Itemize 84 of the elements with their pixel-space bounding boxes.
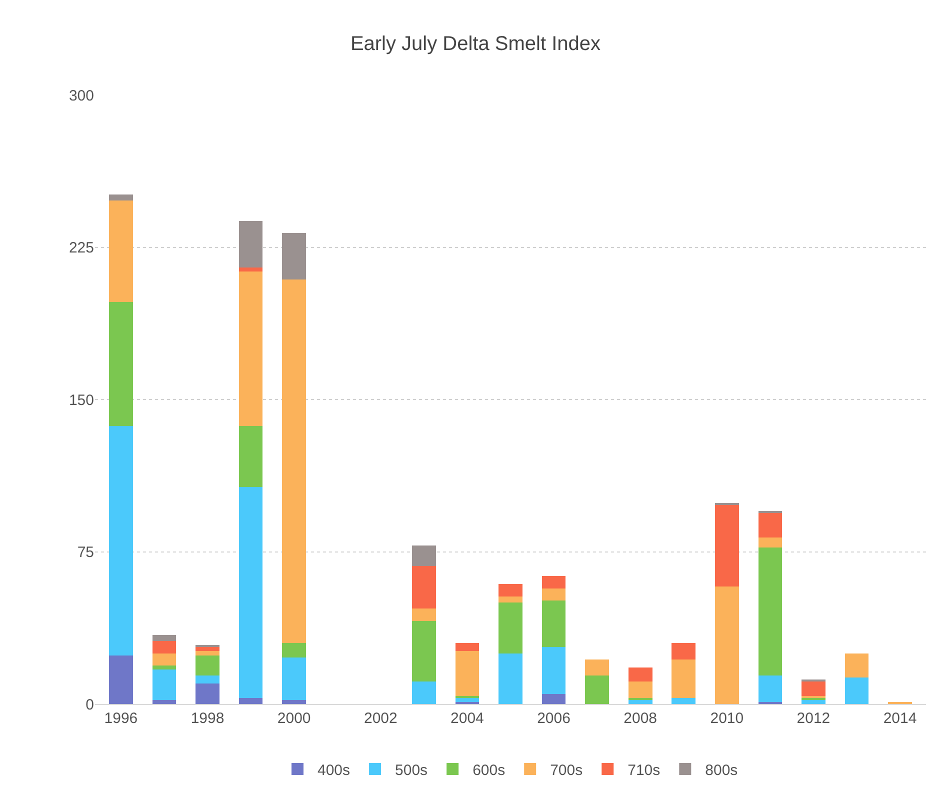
bar xyxy=(542,600,566,648)
bar xyxy=(282,657,306,700)
legend-label: 600s xyxy=(472,762,506,779)
bar xyxy=(585,659,609,676)
bar xyxy=(196,676,220,684)
x-tick-label: 2012 xyxy=(796,710,830,727)
legend-label: 800s xyxy=(705,762,738,779)
bar xyxy=(282,643,306,658)
bar xyxy=(455,651,480,696)
bar xyxy=(498,653,522,704)
bar xyxy=(152,653,176,666)
bar xyxy=(109,302,133,426)
bar xyxy=(802,682,826,696)
bar xyxy=(455,643,480,652)
bar xyxy=(672,643,696,660)
bar xyxy=(628,682,652,698)
bar xyxy=(542,647,566,694)
bar xyxy=(152,665,176,670)
bar xyxy=(238,698,263,704)
legend-label: 710s xyxy=(628,762,660,779)
bar xyxy=(715,586,739,704)
bar xyxy=(542,588,566,600)
bar xyxy=(152,700,176,704)
bar xyxy=(238,272,263,426)
legend-label: 500s xyxy=(395,762,428,779)
y-tick-label: 300 xyxy=(68,87,94,104)
bar xyxy=(196,655,220,676)
y-tick-label: 225 xyxy=(68,240,94,256)
bar xyxy=(412,608,436,621)
bar xyxy=(238,486,263,698)
bar xyxy=(715,505,739,586)
chart-title: Early July Delta Smelt Index xyxy=(350,32,601,55)
bar xyxy=(844,653,869,678)
bar xyxy=(628,667,652,682)
bar xyxy=(758,676,782,702)
bar xyxy=(542,576,566,588)
bar xyxy=(196,647,220,652)
bar xyxy=(109,426,133,656)
legend-label: 700s xyxy=(550,762,583,779)
bar xyxy=(109,200,133,302)
x-tick-label: 2004 xyxy=(450,710,484,727)
bar xyxy=(672,698,696,704)
bar xyxy=(196,651,220,656)
bar xyxy=(585,676,609,704)
x-tick-label: 2006 xyxy=(537,710,570,727)
bar xyxy=(542,694,566,704)
bar xyxy=(758,513,782,538)
bar xyxy=(282,233,306,280)
bar xyxy=(498,584,522,596)
bar xyxy=(412,682,436,704)
x-tick-label: 2000 xyxy=(277,710,311,727)
bar xyxy=(152,641,176,654)
bar xyxy=(628,700,652,704)
bar xyxy=(498,596,522,602)
bar xyxy=(498,602,522,654)
y-tick-label: 75 xyxy=(77,544,94,561)
bar xyxy=(412,620,436,682)
x-tick-label: 2002 xyxy=(364,710,398,727)
bar xyxy=(455,698,480,702)
bar xyxy=(196,684,220,704)
bar xyxy=(672,659,696,698)
bar xyxy=(238,268,263,272)
x-tick-label: 2008 xyxy=(624,710,658,727)
bar xyxy=(802,700,826,704)
bar xyxy=(282,280,306,644)
bar xyxy=(238,426,263,487)
y-tick-label: 150 xyxy=(68,392,94,409)
bar xyxy=(109,194,133,201)
x-tick-label: 2014 xyxy=(883,710,917,727)
legend-label: 400s xyxy=(318,762,350,779)
bar xyxy=(282,700,306,704)
x-tick-label: 1996 xyxy=(104,710,138,727)
y-tick-label: 0 xyxy=(86,696,94,714)
bar xyxy=(758,538,782,548)
x-tick-label: 2010 xyxy=(710,710,744,727)
bar xyxy=(238,220,263,268)
bar xyxy=(844,678,869,704)
x-tick-label: 1998 xyxy=(190,710,224,727)
bar xyxy=(758,548,782,676)
bar xyxy=(412,566,436,609)
bar xyxy=(109,655,133,704)
bar xyxy=(152,634,176,642)
bar xyxy=(412,546,436,566)
bar xyxy=(152,669,176,700)
